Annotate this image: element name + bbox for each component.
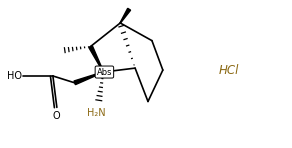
Text: Abs: Abs xyxy=(97,67,112,77)
Text: HCl: HCl xyxy=(219,64,239,77)
Text: H₂N: H₂N xyxy=(87,108,106,118)
Polygon shape xyxy=(89,46,104,72)
Polygon shape xyxy=(74,72,103,85)
Polygon shape xyxy=(120,8,131,23)
Text: O: O xyxy=(52,111,60,121)
Text: HO: HO xyxy=(7,71,22,81)
